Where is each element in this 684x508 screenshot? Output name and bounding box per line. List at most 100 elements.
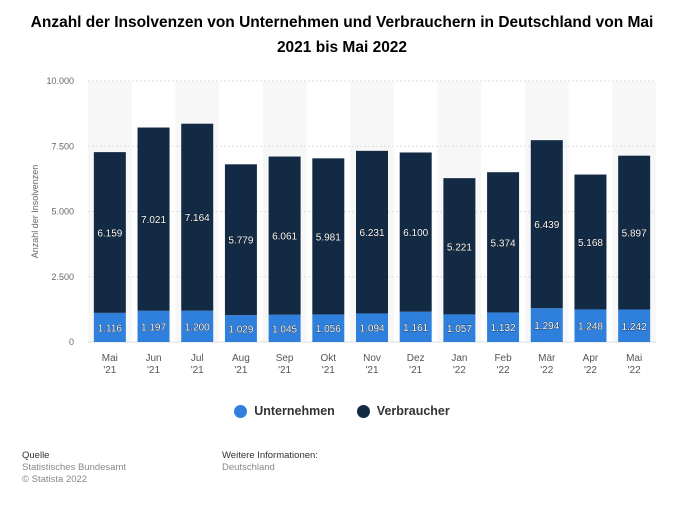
y-tick-label: 5.000	[51, 207, 74, 217]
data-label-unternehmen: 1.242	[622, 322, 647, 333]
chart-title: Anzahl der Insolvenzen von Unternehmen u…	[30, 14, 654, 56]
source-heading: Quelle	[22, 450, 50, 461]
data-label-verbraucher: 6.061	[272, 232, 297, 243]
x-tick-label: Nov	[363, 353, 381, 364]
bar-unternehmen	[93, 312, 126, 342]
legend-item-unternehmen[interactable]: Unternehmen	[234, 404, 335, 418]
bar-unternehmen	[618, 309, 651, 342]
bar-unternehmen	[268, 314, 301, 342]
y-axis-label: Anzahl der Insolvenzen	[30, 165, 40, 259]
x-tick-label-year: '22	[628, 365, 641, 376]
bar-verbraucher	[443, 178, 476, 315]
bar-unternehmen	[312, 314, 345, 342]
bar-verbraucher	[356, 150, 388, 314]
y-tick-label: 0	[69, 337, 74, 347]
bar-verbraucher	[93, 152, 126, 313]
bar-verbraucher	[312, 158, 345, 315]
info-line: Deutschland	[222, 462, 275, 473]
bar-unternehmen	[224, 315, 257, 342]
legend-marker-unternehmen	[234, 404, 248, 418]
x-tick-label-year: '21	[191, 365, 204, 376]
x-tick-label-year: '22	[584, 365, 597, 376]
data-label-verbraucher: 5.897	[622, 229, 647, 240]
data-label-verbraucher: 5.779	[228, 236, 253, 247]
legend-item-verbraucher[interactable]: Verbraucher	[356, 404, 450, 418]
data-label-unternehmen: 1.057	[447, 324, 472, 335]
bar-verbraucher	[399, 152, 432, 312]
source-block: Quelle Statistisches Bundesamt © Statist…	[22, 450, 126, 486]
data-label-verbraucher: 5.168	[578, 238, 603, 249]
data-label-unternehmen: 1.197	[141, 322, 166, 333]
x-tick-label: Sep	[276, 353, 294, 364]
legend-label-verbraucher: Verbraucher	[376, 404, 450, 418]
data-label-verbraucher: 6.231	[359, 228, 384, 239]
x-tick-label: Feb	[494, 353, 512, 364]
data-label-unternehmen: 1.294	[534, 321, 559, 332]
bar-verbraucher	[268, 156, 301, 315]
data-label-verbraucher: 5.981	[316, 232, 341, 243]
copyright-line: © Statista 2022	[22, 474, 88, 485]
data-label-unternehmen: 1.132	[491, 323, 516, 334]
x-tick-label: Aug	[232, 353, 250, 364]
data-label-verbraucher: 6.100	[403, 228, 428, 239]
data-label-unternehmen: 1.056	[316, 324, 341, 335]
bar-verbraucher	[224, 164, 257, 316]
bar-unternehmen	[574, 309, 607, 342]
data-label-unternehmen: 1.200	[185, 322, 210, 333]
legend: Unternehmen Verbraucher	[0, 404, 684, 418]
bar-verbraucher	[137, 127, 170, 311]
info-heading[interactable]: Weitere Informationen:	[222, 450, 318, 461]
data-label-verbraucher: 5.374	[491, 238, 516, 249]
bar-unternehmen	[356, 313, 388, 342]
x-tick-label-year: '21	[365, 365, 378, 376]
bar-unternehmen	[487, 312, 520, 342]
x-tick-label: Jun	[145, 353, 161, 364]
data-label-verbraucher: 6.159	[97, 228, 122, 239]
data-label-verbraucher: 6.439	[534, 220, 559, 231]
x-tick-label-year: '21	[409, 365, 422, 376]
info-block: Weitere Informationen: Deutschland	[222, 450, 318, 474]
x-tick-label: Okt	[321, 353, 337, 364]
data-label-verbraucher: 7.164	[185, 213, 210, 224]
bar-unternehmen	[399, 311, 432, 342]
y-tick-label: 10.000	[46, 76, 74, 86]
x-tick-label: Mär	[538, 353, 556, 364]
bar-verbraucher	[181, 123, 214, 311]
x-tick-label-year: '22	[540, 365, 553, 376]
data-label-verbraucher: 7.021	[141, 215, 166, 226]
x-tick-label-year: '21	[322, 365, 335, 376]
x-tick-label-year: '21	[278, 365, 291, 376]
bar-verbraucher	[574, 174, 607, 310]
y-tick-label: 7.500	[51, 141, 74, 151]
x-tick-label-year: '21	[103, 365, 116, 376]
bar-unternehmen	[530, 308, 563, 342]
x-tick-label-year: '21	[147, 365, 160, 376]
data-label-unternehmen: 1.094	[359, 324, 384, 335]
bar-verbraucher	[618, 155, 651, 310]
legend-marker-verbraucher	[356, 404, 370, 418]
data-label-unternehmen: 1.161	[403, 323, 428, 334]
x-tick-label: Mai	[626, 353, 642, 364]
x-tick-label: Jan	[451, 353, 467, 364]
bar-verbraucher	[530, 140, 563, 309]
x-tick-label: Mai	[102, 353, 118, 364]
x-tick-label-year: '22	[497, 365, 510, 376]
x-tick-label: Dez	[407, 353, 425, 364]
x-tick-label-year: '22	[453, 365, 466, 376]
x-tick-label: Apr	[583, 353, 599, 364]
data-label-unternehmen: 1.029	[228, 325, 253, 336]
source-line: Statistisches Bundesamt	[22, 462, 127, 473]
bar-unternehmen	[137, 310, 170, 342]
x-tick-label-year: '21	[234, 365, 247, 376]
x-tick-label: Jul	[191, 353, 204, 364]
data-label-verbraucher: 5.221	[447, 242, 472, 253]
data-label-unternehmen: 1.248	[578, 322, 603, 333]
bar-unternehmen	[443, 314, 476, 342]
data-label-unternehmen: 1.045	[272, 324, 297, 335]
data-label-unternehmen: 1.116	[98, 323, 123, 334]
bar-unternehmen	[181, 310, 214, 342]
bar-verbraucher	[487, 172, 520, 313]
y-tick-label: 2.500	[51, 272, 74, 282]
legend-label-unternehmen: Unternehmen	[254, 404, 335, 418]
